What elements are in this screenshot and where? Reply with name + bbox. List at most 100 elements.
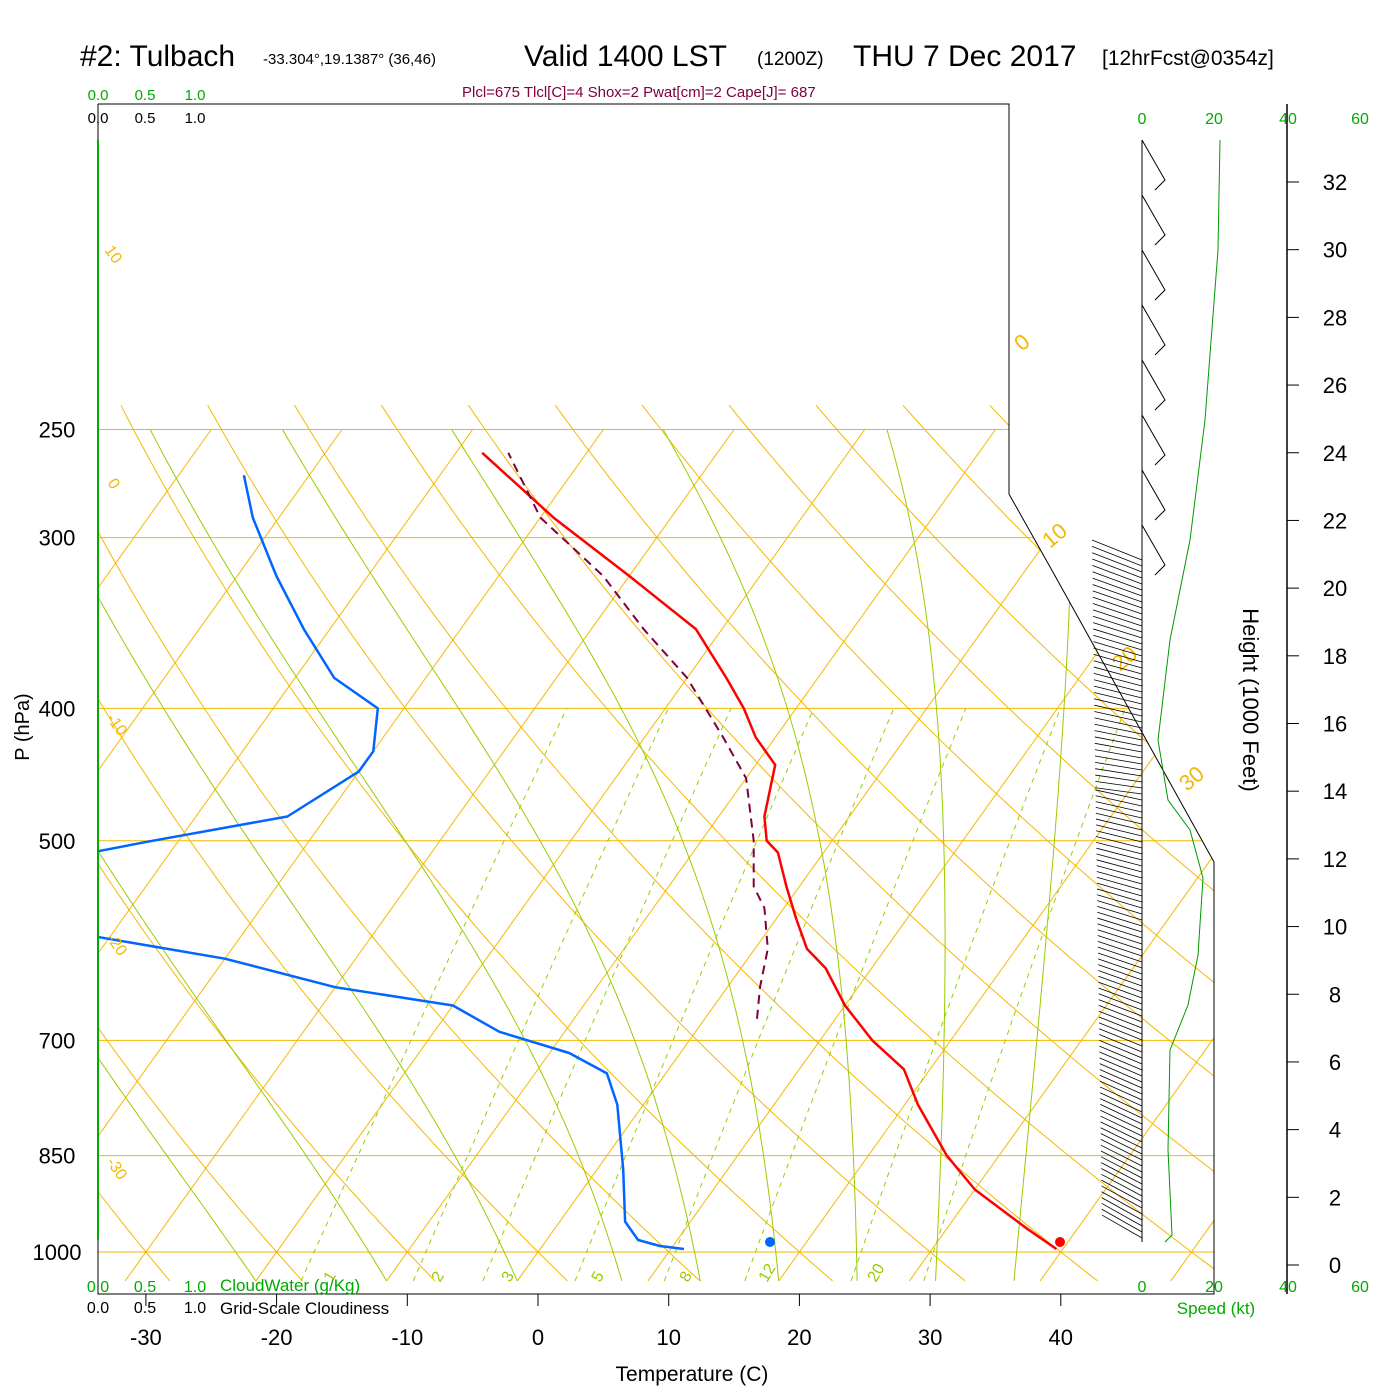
wind-barb: [1100, 1150, 1143, 1173]
surface-dewpoint-marker: [765, 1237, 775, 1247]
wind-barb: [1100, 1133, 1143, 1155]
wind-barb: [1095, 781, 1143, 789]
height-tick-label: 8: [1329, 982, 1341, 1007]
wind-speed-profile: [1157, 139, 1221, 1243]
wind-barb: [1095, 818, 1143, 831]
wind-barb: [1097, 929, 1143, 945]
wind-scale-top: 40: [1279, 111, 1297, 128]
wind-barb: [1095, 768, 1143, 777]
sounding-parameters: Plcl=675 Tlcl[C]=4 Shox=2 Pwat[cm]=2 Cap…: [462, 84, 816, 101]
height-axis-label: Height (1000 Feet): [1238, 608, 1263, 791]
wind-barb: [1094, 755, 1143, 765]
height-tick-label: 20: [1323, 576, 1347, 601]
wind-barb: [1098, 981, 1143, 999]
wind-barb: [1099, 1045, 1143, 1065]
dry-adiabat-line: [207, 405, 966, 1282]
wind-scale-bottom: 40: [1279, 1279, 1297, 1296]
pressure-tick-label: 500: [39, 829, 76, 854]
cloudiness-scale-bottom: 0.5: [134, 1300, 156, 1317]
wind-barb: [1097, 906, 1143, 921]
wind-barb: [1098, 975, 1143, 993]
series-parcel: [507, 452, 769, 1019]
wind-barb: [1096, 847, 1143, 861]
wind-barb: [1093, 622, 1143, 639]
wind-barb: [1101, 1173, 1143, 1197]
wind-barb: [1093, 673, 1143, 687]
wind-barb: [1141, 414, 1166, 466]
wind-barb: [1095, 801, 1143, 813]
wind-scale-bottom: 60: [1351, 1279, 1369, 1296]
wind-barb: [1101, 1203, 1143, 1227]
height-tick-label: 16: [1323, 712, 1347, 737]
wind-barb: [1092, 596, 1143, 615]
height-tick-label: 2: [1329, 1185, 1341, 1210]
height-tick-label: 10: [1323, 915, 1347, 940]
wind-barb: [1096, 882, 1143, 897]
mixing-ratio-line: [663, 708, 895, 1282]
wind-barb: [1095, 787, 1143, 795]
wind-barb: [1092, 609, 1143, 627]
wind-barb: [1093, 628, 1143, 645]
wind-scale-bottom: 20: [1205, 1279, 1223, 1296]
wind-barb: [1096, 830, 1143, 843]
dry-adiabat-label: 20: [1107, 641, 1142, 676]
moist-adiabat-line: [886, 429, 946, 1281]
wind-scale-top: 0: [1138, 111, 1147, 128]
wind-barb: [1097, 894, 1143, 909]
isotherm-line: [1302, 430, 1400, 1281]
cloudwater-scale-bottom: 0.0: [87, 1279, 109, 1296]
wind-barb: [1101, 1197, 1143, 1221]
isotherm-label: -30: [103, 1155, 130, 1184]
wind-barb: [1091, 539, 1143, 561]
moist-adiabat-line: [98, 429, 388, 1282]
wind-barb: [1100, 1144, 1143, 1167]
isotherm-label: -10: [103, 711, 130, 740]
wind-barb: [1099, 1086, 1143, 1107]
isotherm-line: [98, 429, 343, 1282]
wind-barb: [1093, 660, 1143, 675]
wind-barb: [1092, 577, 1143, 597]
pressure-tick-label: 300: [39, 526, 76, 551]
dry-adiabat-line: [0, 405, 37, 1281]
cloudiness-scale-top: 1.0: [185, 110, 206, 127]
wind-barb: [1094, 736, 1143, 747]
cloudiness-scale-bottom: 0.0: [87, 1300, 109, 1317]
moist-adiabat-line: [662, 429, 858, 1281]
wind-barb: [1093, 641, 1143, 657]
height-tick-label: 28: [1323, 305, 1347, 330]
wind-barb: [1095, 807, 1143, 819]
dry-adiabat-label: 10: [1037, 518, 1072, 553]
wind-barb: [1094, 698, 1143, 711]
pressure-tick-label: 700: [39, 1028, 76, 1053]
mixing-ratio-line: [923, 708, 1126, 1282]
wind-barb: [1094, 730, 1143, 741]
valid-time: Valid 1400 LST: [524, 40, 727, 73]
wind-barb: [1092, 615, 1143, 633]
mixing-ratio-line: [300, 708, 568, 1282]
pressure-tick-label: 250: [39, 418, 76, 443]
wind-barb: [1091, 545, 1143, 567]
x-tick-label: 40: [1049, 1325, 1073, 1350]
station-coordinates: -33.304°,19.1387° (36,46): [263, 51, 436, 68]
wind-barb: [1093, 634, 1143, 651]
height-tick-label: 0: [1329, 1253, 1341, 1278]
dry-adiabat-label: 30: [1174, 761, 1209, 796]
forecast-info: [12hrFcst@0354z]: [1102, 47, 1274, 70]
height-tick-label: 12: [1323, 847, 1347, 872]
height-tick-label: 24: [1323, 441, 1347, 466]
dry-adiabat-label: 0: [1009, 329, 1034, 356]
cloudiness-scale-top: 0.5: [135, 110, 156, 127]
wind-barb: [1141, 139, 1166, 191]
wind-barb: [1095, 824, 1143, 837]
height-tick-label: 26: [1323, 373, 1347, 398]
valid-utc: (1200Z): [757, 49, 824, 70]
isotherm-line: [1170, 429, 1214, 1282]
wind-barb: [1096, 859, 1143, 873]
wind-barb: [1100, 1156, 1143, 1179]
wind-barb: [1099, 1069, 1143, 1089]
mixing-ratio-label: 12: [756, 1261, 780, 1285]
wind-barb: [1096, 876, 1143, 891]
dry-adiabat-line: [902, 404, 1214, 1282]
x-tick-label: -20: [261, 1325, 293, 1350]
